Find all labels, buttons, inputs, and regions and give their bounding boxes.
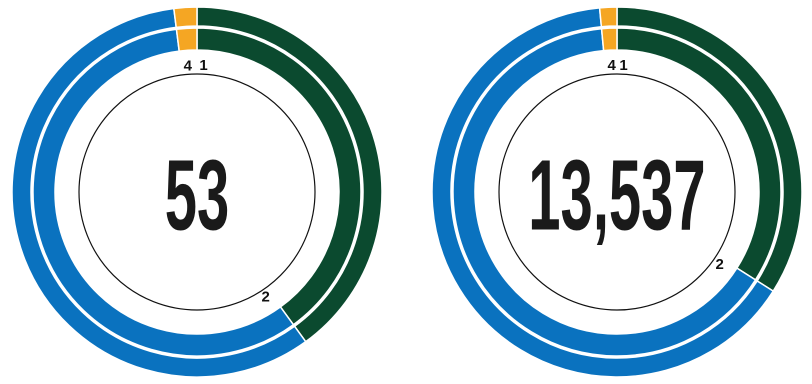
center-value: 13,537 (528, 140, 705, 251)
donut-segment (600, 27, 618, 52)
center-value: 53 (165, 140, 230, 251)
segment-label: 1 (619, 57, 627, 74)
donut-segment (598, 6, 618, 28)
center-circle (498, 73, 736, 311)
center-circle (78, 73, 316, 311)
donut-chart: 1 2 4 53 (11, 6, 383, 378)
segment-label: 4 (608, 57, 617, 74)
donut-segment (175, 27, 198, 52)
donut-chart: 1 2 4 13,537 (431, 6, 803, 378)
segment-label: 1 (199, 57, 207, 74)
segment-label: 4 (184, 57, 193, 74)
donut-segment (452, 27, 757, 357)
segment-label: 2 (261, 289, 269, 306)
segment-label: 2 (716, 256, 724, 273)
donut-segment (172, 6, 198, 29)
